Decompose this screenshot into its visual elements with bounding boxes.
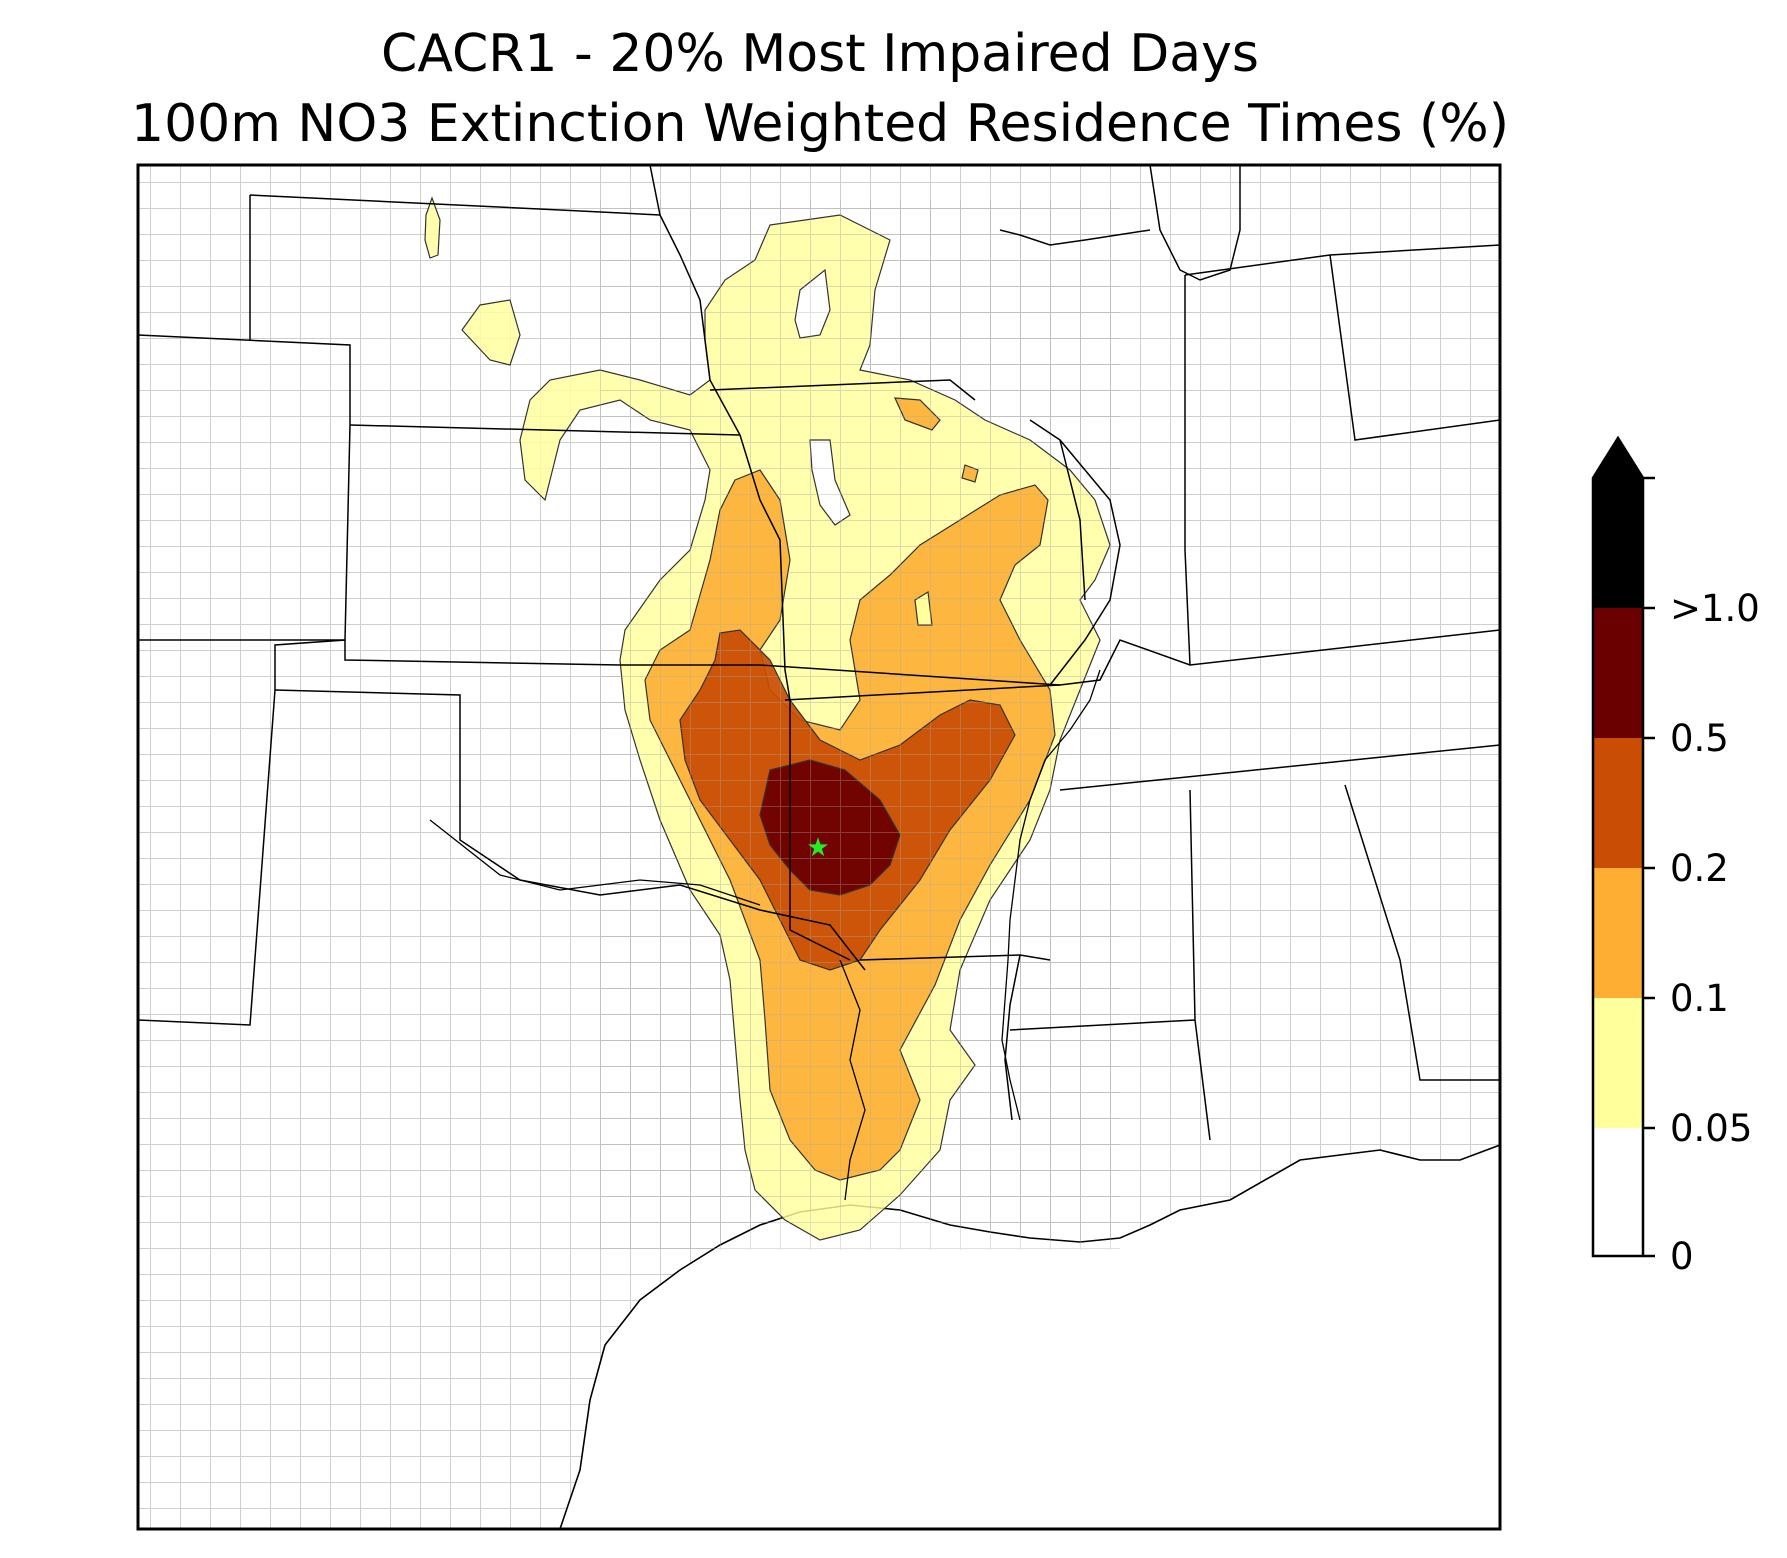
colorbar-extend-arrow — [1593, 438, 1643, 608]
rivers — [429, 669, 1101, 1201]
colorbar-band-0.5 — [1593, 608, 1643, 738]
colorbar — [1591, 435, 1655, 1258]
colorbar-outline — [1591, 435, 1645, 1258]
county-lines-overlay — [600, 200, 1120, 1250]
colorbar-tick-label: 0.2 — [1670, 847, 1729, 890]
colorbar-band-0.1 — [1593, 868, 1643, 998]
chart-title-line2: 100m NO3 Extinction Weighted Residence T… — [131, 94, 1509, 154]
colorbar-band-0.05 — [1593, 998, 1643, 1128]
colorbar-ticks — [1643, 476, 1655, 1258]
colorbar-tick-label: 0.1 — [1670, 977, 1729, 1020]
chart-title-line1: CACR1 - 20% Most Impaired Days — [381, 24, 1259, 84]
site-marker-star: ★ — [806, 833, 829, 863]
state-boundaries — [138, 165, 1500, 1141]
colorbar-tick-label: 0.5 — [1670, 717, 1729, 760]
colorbar-band-0.2 — [1593, 738, 1643, 868]
colorbar-tick-label: >1.0 — [1670, 587, 1760, 630]
colorbar-tick-label: 0.05 — [1670, 1107, 1753, 1150]
map-frame — [136, 163, 1502, 1531]
colorbar-band-0 — [1593, 1128, 1643, 1256]
colorbar-tick-label: 0 — [1670, 1235, 1694, 1278]
